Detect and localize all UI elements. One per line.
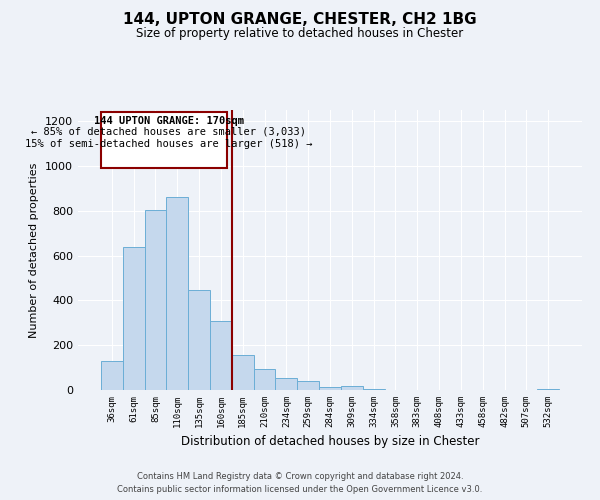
Bar [188,290,210,390]
Bar [232,356,254,390]
Bar [319,387,341,390]
Bar [210,320,232,390]
Text: Contains HM Land Registry data © Crown copyright and database right 2024.: Contains HM Land Registry data © Crown c… [137,472,463,481]
X-axis label: Distribution of detached houses by size in Chester: Distribution of detached houses by size … [181,436,479,448]
Bar [166,198,188,390]
Text: ← 85% of detached houses are smaller (3,033): ← 85% of detached houses are smaller (3,… [31,127,306,137]
Bar [145,210,166,390]
Y-axis label: Number of detached properties: Number of detached properties [29,162,40,338]
Bar [275,378,297,390]
Text: 15% of semi-detached houses are larger (518) →: 15% of semi-detached houses are larger (… [25,139,312,149]
Bar [363,389,385,390]
Text: 144, UPTON GRANGE, CHESTER, CH2 1BG: 144, UPTON GRANGE, CHESTER, CH2 1BG [123,12,477,28]
Bar [123,246,145,390]
FancyBboxPatch shape [101,112,227,168]
Bar [341,386,363,390]
Text: Contains public sector information licensed under the Open Government Licence v3: Contains public sector information licen… [118,484,482,494]
Text: Size of property relative to detached houses in Chester: Size of property relative to detached ho… [136,28,464,40]
Bar [297,380,319,390]
Text: 144 UPTON GRANGE: 170sqm: 144 UPTON GRANGE: 170sqm [94,116,244,126]
Bar [101,361,123,390]
Bar [254,368,275,390]
